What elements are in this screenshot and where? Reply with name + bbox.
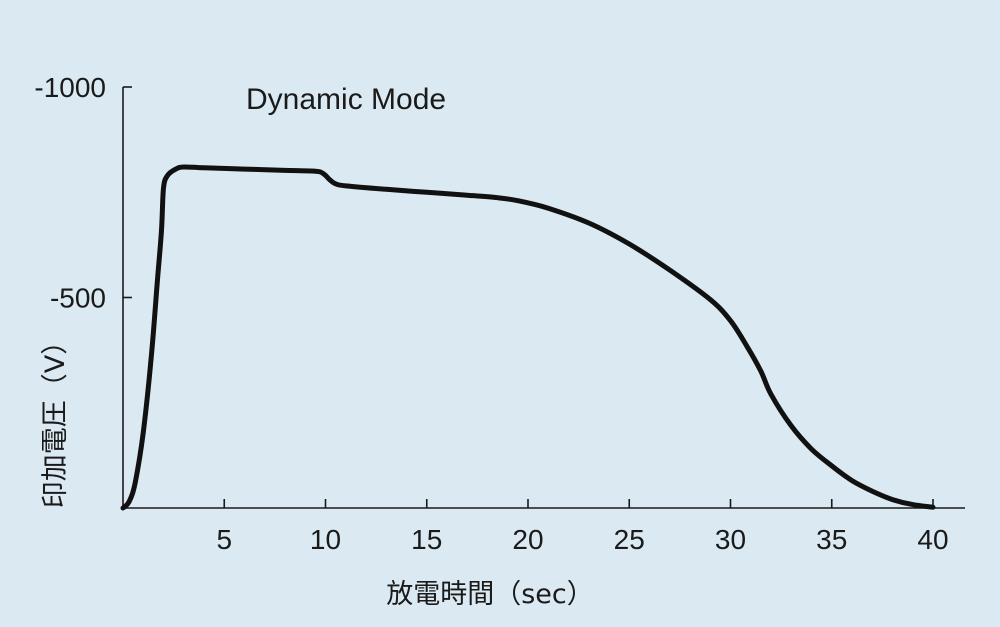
- series-line: [120, 164, 936, 511]
- x-tick-label: 30: [715, 524, 746, 555]
- axes: [122, 87, 965, 509]
- x-tick-label: 5: [216, 524, 232, 555]
- chart-title: Dynamic Mode: [246, 83, 446, 116]
- x-tick-label: 25: [614, 524, 645, 555]
- x-tick-label: 10: [310, 524, 341, 555]
- x-tick-label: 40: [917, 524, 948, 555]
- series-layer: [120, 164, 936, 511]
- y-tick-label: -500: [50, 283, 106, 314]
- x-tick-label: 15: [411, 524, 442, 555]
- x-tick-label: 20: [512, 524, 543, 555]
- axis-ticks: 5 10 15 20 25 30 35 40 -500 -1000: [34, 72, 948, 555]
- y-tick-label: -1000: [34, 72, 106, 103]
- x-axis-title: 放電時間（sec）: [386, 579, 594, 610]
- y-axis-title: 印加電圧（V）: [40, 328, 71, 508]
- x-tick-label: 35: [816, 524, 847, 555]
